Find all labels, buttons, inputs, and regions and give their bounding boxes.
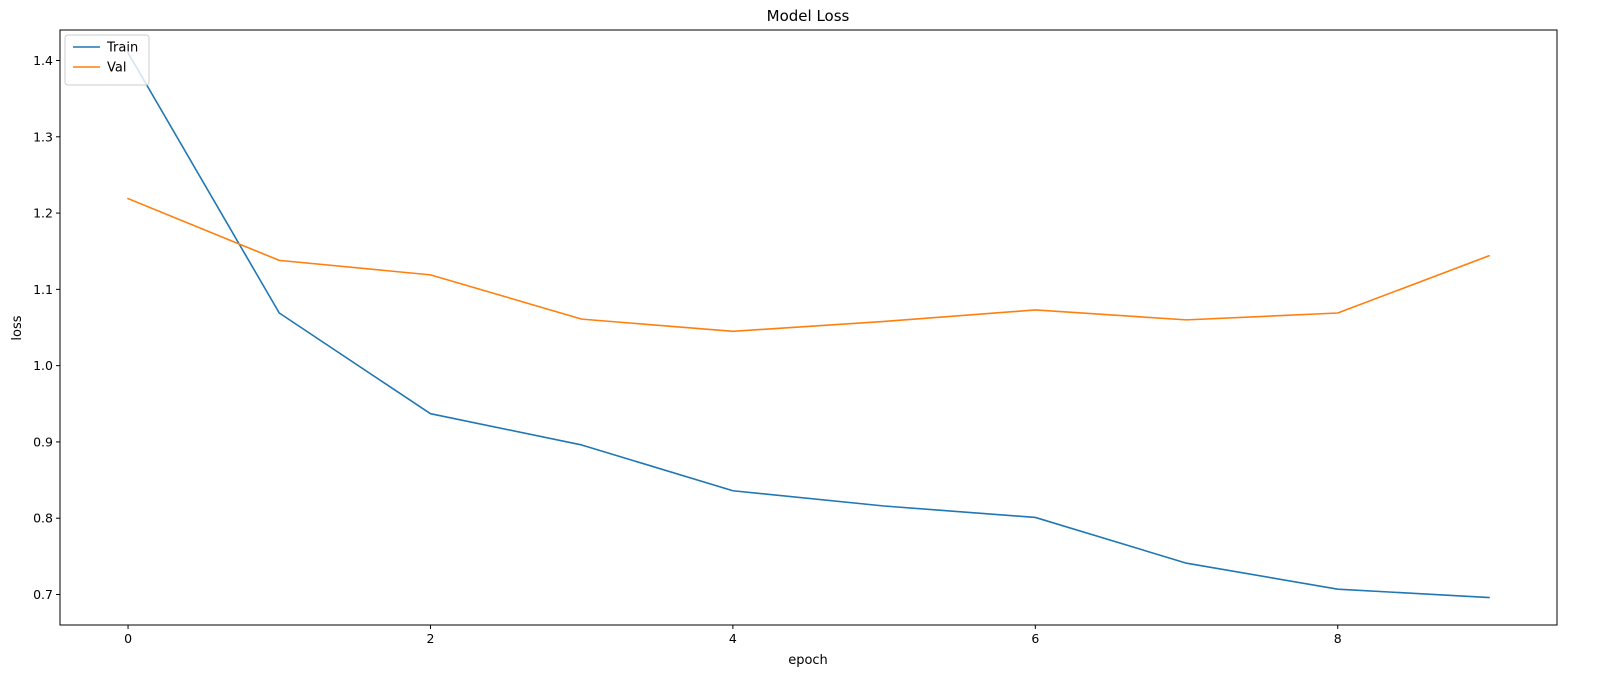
x-tick-label: 4 [729,631,737,646]
series-line-val [127,197,1490,333]
y-axis-label: loss [10,315,25,340]
x-tick-label: 8 [1334,631,1342,646]
chart-title: Model Loss [767,7,850,25]
legend: Train Val [64,34,150,86]
legend-label-val: Val [107,61,126,76]
x-axis-label: epoch [788,653,828,668]
x-tick-label: 6 [1031,631,1039,646]
plot-frame [59,29,1558,626]
x-tick-label: 2 [426,631,434,646]
x-axis: 0 2 4 6 8 [124,625,1342,646]
y-tick-label: 1.4 [33,53,53,68]
plot-area [126,51,1490,599]
x-tick-label: 0 [124,631,132,646]
y-tick-label: 0.7 [33,587,53,602]
y-tick-label: 1.2 [33,206,53,221]
y-axis: 0.7 0.8 0.9 1.0 1.1 1.2 1.3 1.4 [33,53,60,602]
y-tick-label: 0.8 [33,511,53,526]
y-tick-label: 1.0 [33,358,53,373]
legend-label-train: Train [106,41,138,56]
y-tick-label: 1.3 [33,129,53,144]
series-line-train [126,51,1490,599]
y-tick-label: 1.1 [33,282,53,297]
y-tick-label: 0.9 [33,434,53,449]
